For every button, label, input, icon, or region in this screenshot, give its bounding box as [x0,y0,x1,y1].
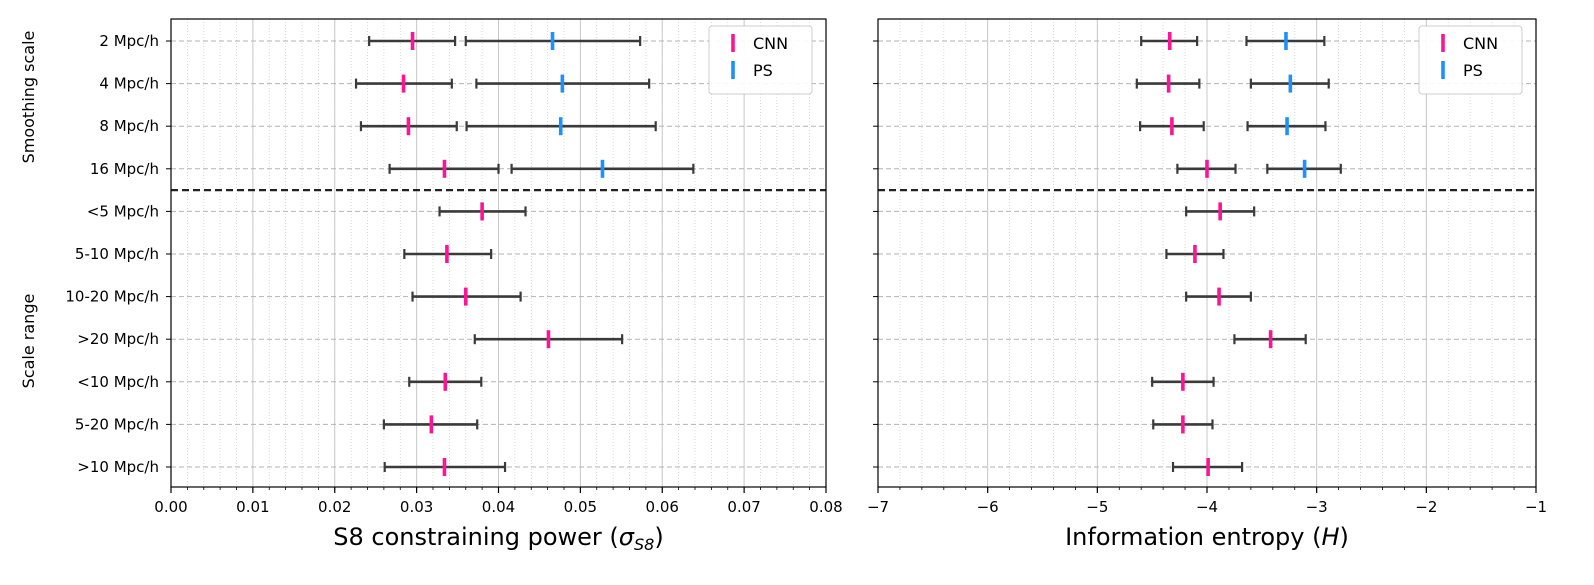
x-tick-label: −6 [977,498,999,516]
x-tick-label: −1 [1525,498,1547,516]
x-tick-label: 0.01 [236,498,269,516]
y-tick-label: 5-20 Mpc/h [75,415,159,433]
x-tick-label: 0.06 [646,498,679,516]
legend-label-ps: PS [1463,61,1483,80]
legend-label-ps: PS [753,61,773,80]
x-axis-label: S8 constraining power (σS8) [333,523,663,554]
y-tick-label: <5 Mpc/h [87,202,159,220]
y-tick-label: 2 Mpc/h [99,32,159,50]
x-tick-label: 0.03 [400,498,433,516]
x-tick-label: −3 [1306,498,1328,516]
y-tick-label: 10-20 Mpc/h [65,288,159,306]
group-label-scale-range: Scale range [19,294,38,389]
legend-label-cnn: CNN [1463,34,1498,53]
x-tick-label: 0.04 [482,498,515,516]
legend-label-cnn: CNN [753,34,788,53]
x-tick-label: 0.00 [154,498,187,516]
x-tick-label: −7 [867,498,889,516]
group-label-smoothing-scale: Smoothing scale [19,31,38,164]
x-axis-label: Information entropy (H) [1065,523,1349,551]
y-tick-label: 8 Mpc/h [99,117,159,135]
y-tick-label: >20 Mpc/h [77,330,159,348]
y-tick-label: <10 Mpc/h [77,373,159,391]
x-tick-label: 0.08 [809,498,842,516]
y-tick-label: 4 Mpc/h [99,75,159,93]
y-tick-label: 5-10 Mpc/h [75,245,159,263]
left-panel-s8-constraining-power: 0.00 0.01 0.02 0.03 0.04 0.05 0.06 0.07 0.08 S8 c… [154,18,843,554]
x-tick-label: −5 [1086,498,1108,516]
right-panel-information-entropy: −7 −6 −5 −4 −3 −2 −1 Information entropy (H) CNN… [867,18,1547,551]
y-tick-label: >10 Mpc/h [77,458,159,476]
row-category-labels: 2 Mpc/h 4 Mpc/h 8 Mpc/h 16 Mpc/h <5 Mpc/h 5-1… [65,32,159,476]
x-tick-label: 0.07 [727,498,760,516]
x-tick-label: −2 [1415,498,1437,516]
x-tick-label: 0.05 [564,498,597,516]
x-tick-label: 0.02 [318,498,351,516]
x-tick-label: −4 [1196,498,1218,516]
y-tick-label: 16 Mpc/h [90,160,159,178]
